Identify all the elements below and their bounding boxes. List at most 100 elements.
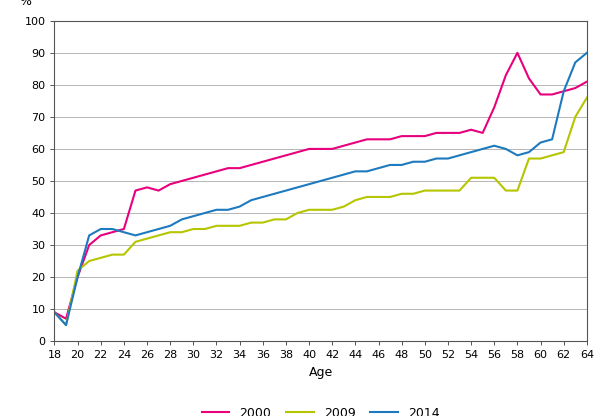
2009 bbox=[74, 268, 81, 273]
2014 bbox=[352, 169, 359, 174]
2009 bbox=[51, 310, 58, 315]
2000 bbox=[444, 130, 451, 135]
2014 bbox=[283, 188, 290, 193]
2000 bbox=[468, 127, 475, 132]
2000 bbox=[352, 140, 359, 145]
2009 bbox=[525, 156, 532, 161]
2014 bbox=[340, 172, 347, 177]
2000 bbox=[525, 76, 532, 81]
2000 bbox=[306, 146, 313, 151]
2014 bbox=[201, 210, 209, 215]
2000 bbox=[340, 143, 347, 148]
2000 bbox=[329, 146, 336, 151]
2009 bbox=[166, 230, 174, 235]
2009 bbox=[491, 175, 498, 180]
2014 bbox=[387, 162, 394, 167]
2014 bbox=[537, 140, 544, 145]
2014 bbox=[306, 182, 313, 187]
2014 bbox=[190, 214, 197, 219]
2009 bbox=[433, 188, 440, 193]
2000 bbox=[109, 230, 116, 235]
2014 bbox=[421, 159, 428, 164]
2000 bbox=[410, 134, 417, 139]
2000 bbox=[537, 92, 544, 97]
2009 bbox=[352, 198, 359, 203]
2000 bbox=[178, 178, 185, 183]
2014 bbox=[166, 223, 174, 228]
2014 bbox=[468, 150, 475, 155]
2009 bbox=[143, 236, 151, 241]
2000 bbox=[491, 105, 498, 110]
2000 bbox=[85, 243, 93, 248]
2014 bbox=[364, 169, 371, 174]
2014 bbox=[479, 146, 486, 151]
2009 bbox=[259, 220, 266, 225]
2014 bbox=[560, 89, 567, 94]
2014 bbox=[456, 153, 463, 158]
2014 bbox=[120, 230, 128, 235]
2014 bbox=[270, 191, 278, 196]
2009 bbox=[62, 323, 70, 328]
2014 bbox=[549, 137, 556, 142]
2014 bbox=[132, 233, 139, 238]
2009 bbox=[120, 252, 128, 257]
2000 bbox=[398, 134, 405, 139]
2000 bbox=[560, 89, 567, 94]
2009 bbox=[97, 255, 105, 260]
2014 bbox=[398, 162, 405, 167]
2014 bbox=[143, 230, 151, 235]
2014 bbox=[294, 185, 301, 190]
Legend: 2000, 2009, 2014: 2000, 2009, 2014 bbox=[197, 402, 445, 416]
2009 bbox=[514, 188, 521, 193]
2000 bbox=[502, 73, 509, 78]
2014 bbox=[213, 207, 220, 212]
2014 bbox=[85, 233, 93, 238]
2014 bbox=[525, 150, 532, 155]
X-axis label: Age: Age bbox=[309, 366, 333, 379]
2000 bbox=[259, 159, 266, 164]
2009 bbox=[479, 175, 486, 180]
2000 bbox=[294, 150, 301, 155]
2014 bbox=[247, 198, 255, 203]
2000 bbox=[51, 310, 58, 315]
2009 bbox=[502, 188, 509, 193]
2014 bbox=[444, 156, 451, 161]
2014 bbox=[97, 226, 105, 231]
2014 bbox=[155, 226, 162, 231]
2000 bbox=[97, 233, 105, 238]
2000 bbox=[433, 130, 440, 135]
2014 bbox=[178, 217, 185, 222]
2014 bbox=[375, 166, 382, 171]
2009 bbox=[537, 156, 544, 161]
2014 bbox=[583, 50, 590, 55]
2000 bbox=[514, 50, 521, 55]
2009 bbox=[444, 188, 451, 193]
2000 bbox=[236, 166, 243, 171]
2009 bbox=[549, 153, 556, 158]
2009 bbox=[572, 114, 579, 119]
2009 bbox=[340, 204, 347, 209]
2009 bbox=[109, 252, 116, 257]
2000 bbox=[132, 188, 139, 193]
2009 bbox=[190, 226, 197, 231]
2009 bbox=[387, 194, 394, 199]
2000 bbox=[387, 137, 394, 142]
Y-axis label: %: % bbox=[19, 0, 31, 8]
2009 bbox=[375, 194, 382, 199]
2014 bbox=[224, 207, 232, 212]
2000 bbox=[549, 92, 556, 97]
2009 bbox=[294, 210, 301, 215]
2000 bbox=[270, 156, 278, 161]
2000 bbox=[456, 130, 463, 135]
2000 bbox=[120, 226, 128, 231]
2014 bbox=[317, 178, 324, 183]
2009 bbox=[178, 230, 185, 235]
2009 bbox=[236, 223, 243, 228]
2009 bbox=[560, 150, 567, 155]
2000 bbox=[364, 137, 371, 142]
2000 bbox=[166, 182, 174, 187]
2009 bbox=[468, 175, 475, 180]
2014 bbox=[109, 226, 116, 231]
2009 bbox=[224, 223, 232, 228]
2009 bbox=[155, 233, 162, 238]
